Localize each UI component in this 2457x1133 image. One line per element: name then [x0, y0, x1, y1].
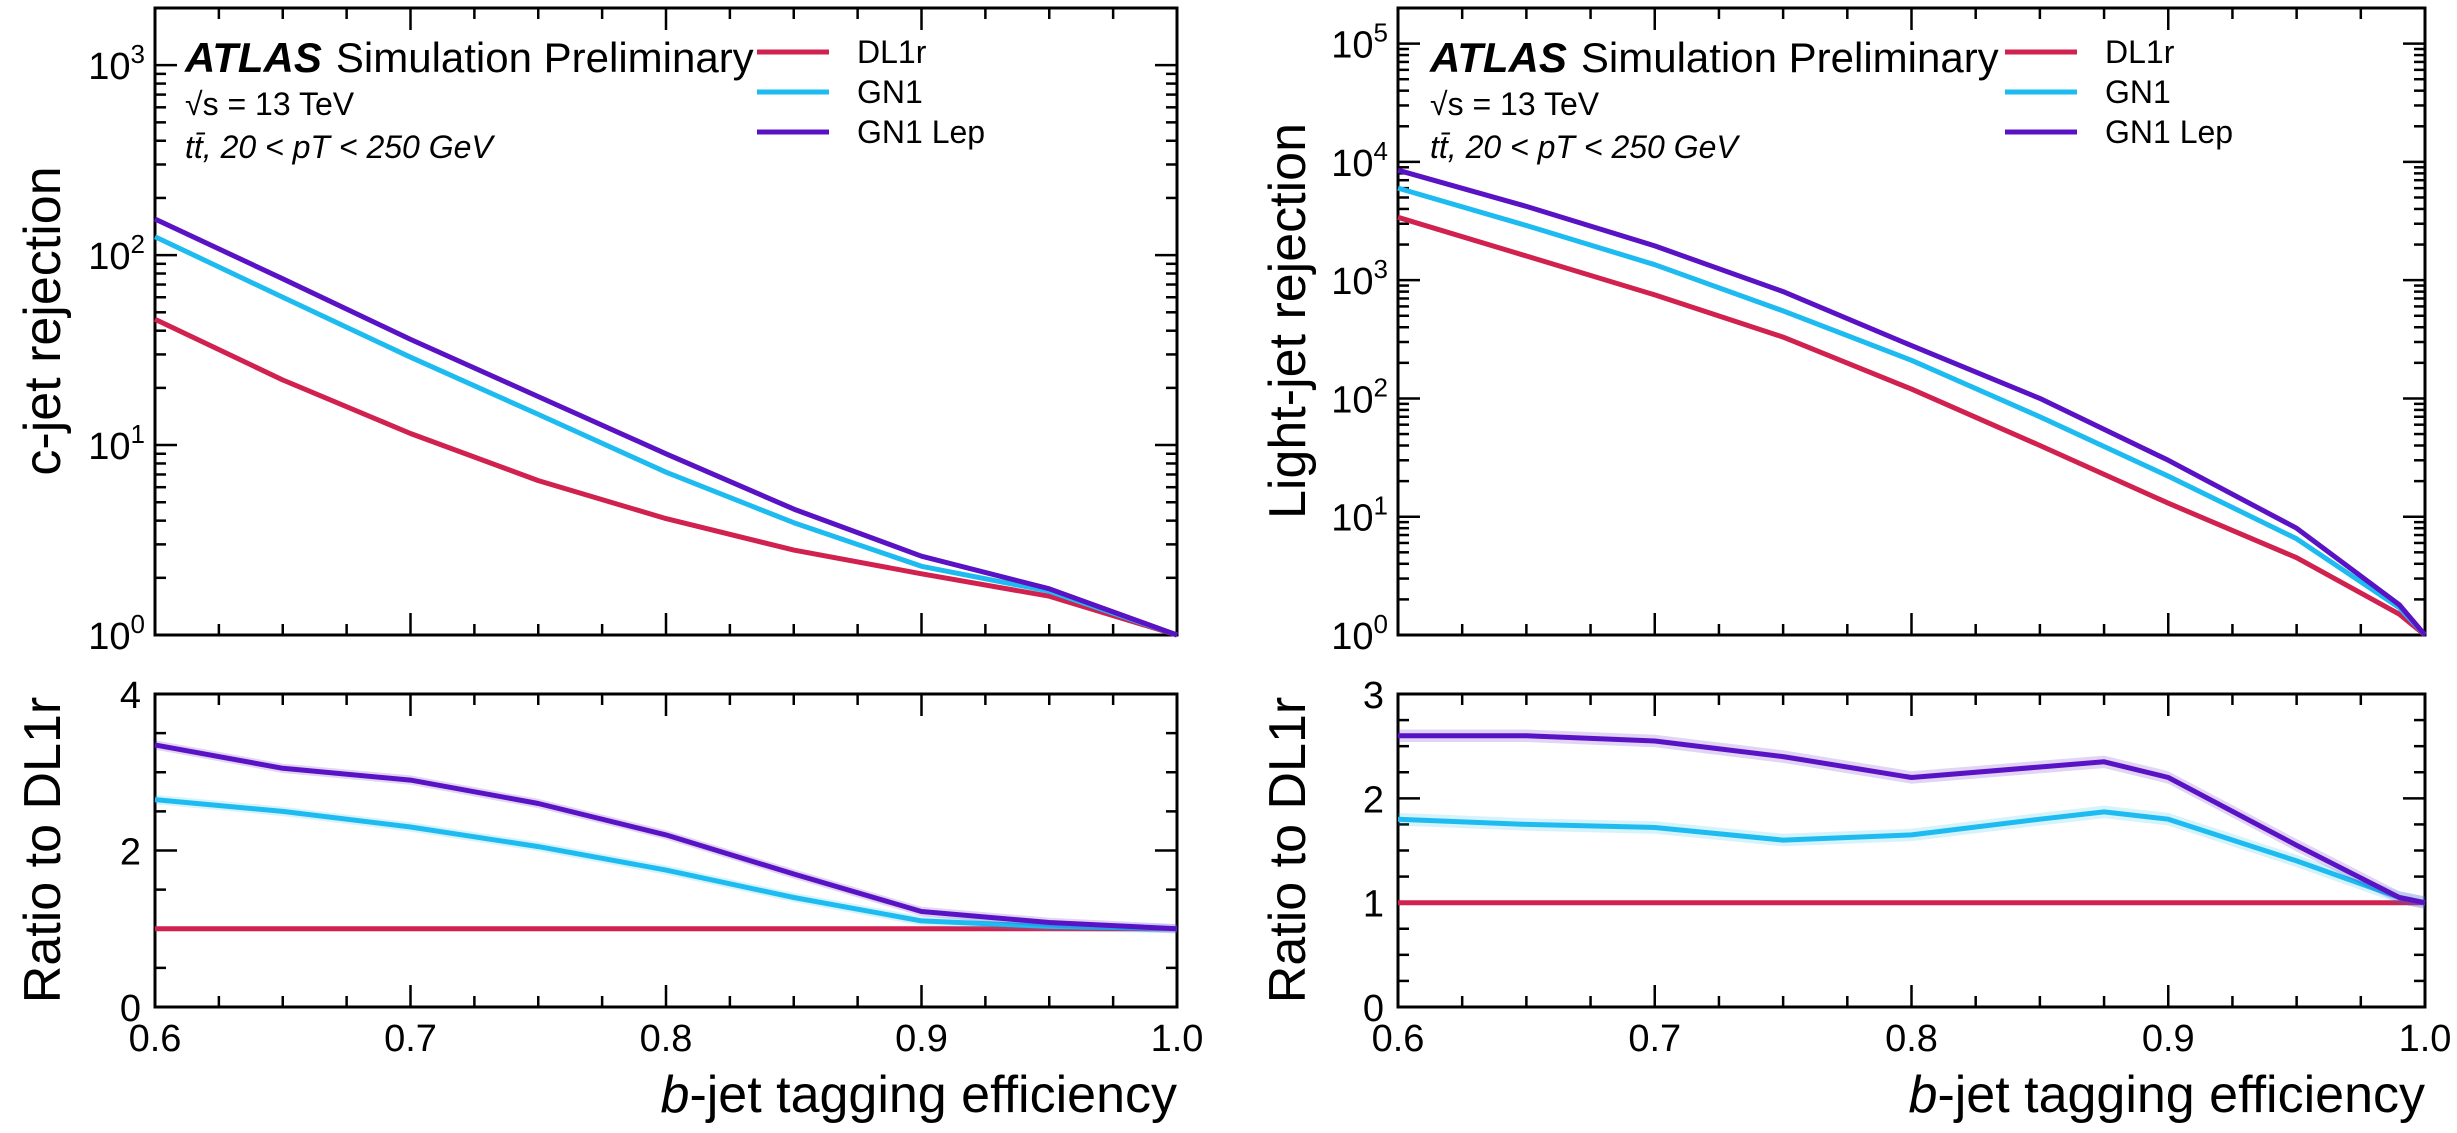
- left-bottom-ylabel: Ratio to DL1r: [14, 697, 72, 1003]
- left-top-ylabel: c-jet rejection: [14, 166, 72, 475]
- y-tick-label: 100: [88, 609, 145, 658]
- y-tick-label: 104: [1331, 136, 1388, 185]
- series-line-gn1: [1397, 809, 2426, 906]
- series-line-gn1: [153, 234, 1178, 638]
- x-tick-label: 0.9: [895, 1018, 948, 1060]
- legend-label: GN1 Lep: [2105, 114, 2233, 150]
- x-tick-label: 1.0: [1151, 1018, 1204, 1060]
- left-selection-label: tt̄, 20 < pT < 250 GeV: [185, 129, 495, 165]
- legend-label: GN1 Lep: [857, 114, 985, 150]
- y-tick-label: 0: [120, 988, 141, 1030]
- legend-label: GN1: [857, 74, 923, 110]
- legend-label: DL1r: [2105, 34, 2175, 70]
- x-tick-label: 0.6: [1372, 1018, 1425, 1060]
- y-tick-label: 2: [1363, 779, 1384, 821]
- tick-layer: [153, 6, 2427, 1009]
- y-tick-label: 102: [1331, 372, 1388, 421]
- series-line-gn1-lep: [153, 216, 1178, 638]
- y-tick-label: 2: [120, 832, 141, 874]
- legend-label: GN1: [2105, 74, 2171, 110]
- series-line-gn1-lep: [154, 742, 1178, 932]
- y-tick-label: 103: [1331, 254, 1388, 303]
- y-tick-label: 101: [88, 419, 145, 468]
- x-tick-label: 0.7: [1628, 1018, 1681, 1060]
- series-uncertainty-band: [1398, 729, 2425, 909]
- series-line-dl1r: [153, 316, 1178, 638]
- series-line-gn1-lep: [1398, 733, 2426, 906]
- y-tick-label: 100: [1331, 609, 1388, 658]
- series-line-dl1r: [1397, 214, 2427, 637]
- series-line-gn1: [154, 797, 1178, 932]
- x-tick-label: 0.8: [640, 1018, 693, 1060]
- y-tick-label: 103: [88, 39, 145, 88]
- left-energy-label: √s = 13 TeV: [185, 86, 355, 122]
- y-tick-label: 1: [1363, 884, 1384, 926]
- y-tick-label: 4: [120, 675, 141, 717]
- series-line-gn1: [1397, 185, 2427, 637]
- x-tick-label: 0.7: [384, 1018, 437, 1060]
- right-xlabel: b-jet tagging efficiency: [1909, 1066, 2425, 1124]
- y-tick-label: 102: [88, 229, 145, 278]
- right-bottom-ylabel: Ratio to DL1r: [1259, 697, 1317, 1003]
- legend-label: DL1r: [857, 34, 927, 70]
- y-tick-label: 105: [1331, 18, 1388, 67]
- y-tick-label: 3: [1363, 675, 1384, 717]
- x-tick-label: 1.0: [2399, 1018, 2452, 1060]
- x-tick-label: 0.8: [1885, 1018, 1938, 1060]
- series-uncertainty-band: [1398, 805, 2425, 909]
- right-selection-label: tt̄, 20 < pT < 250 GeV: [1430, 129, 1740, 165]
- left-bottom-plot-frame: [153, 692, 1179, 1009]
- x-tick-label: 0.9: [2142, 1018, 2195, 1060]
- left-atlas-label: ATLAS Simulation Preliminary: [184, 34, 754, 81]
- series-line-gn1-lep: [1397, 167, 2427, 637]
- x-tick-label: 0.6: [129, 1018, 182, 1060]
- right-atlas-label: ATLAS Simulation Preliminary: [1429, 34, 1999, 81]
- y-tick-label: 0: [1363, 988, 1384, 1030]
- series-layer: [153, 167, 2427, 934]
- right-energy-label: √s = 13 TeV: [1430, 86, 1600, 122]
- y-tick-label: 101: [1331, 491, 1388, 540]
- right-top-ylabel: Light-jet rejection: [1259, 123, 1317, 519]
- left-xlabel: b-jet tagging efficiency: [661, 1066, 1177, 1124]
